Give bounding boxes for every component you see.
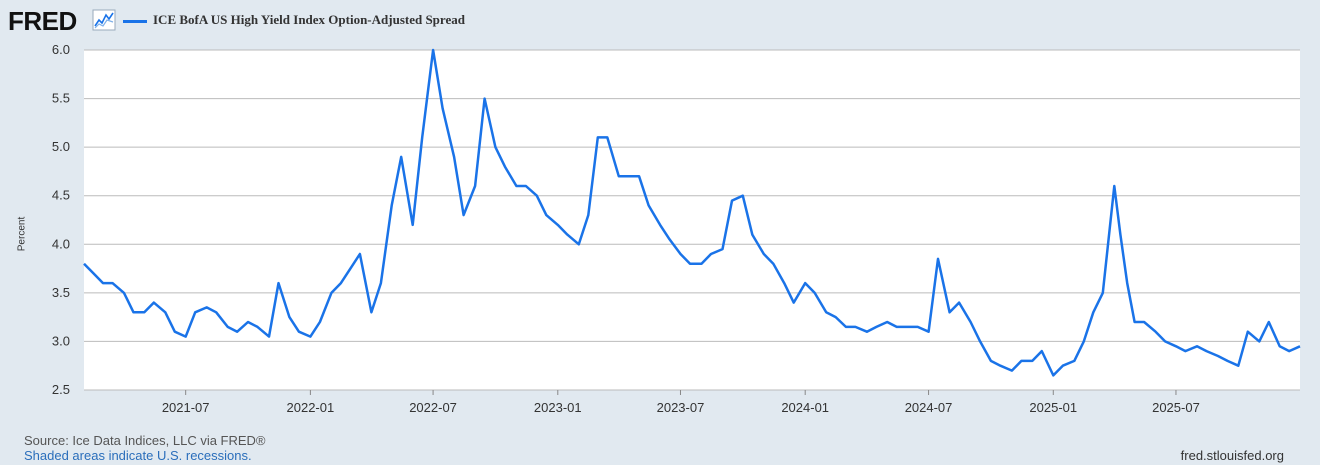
y-tick-label: 2.5	[52, 382, 70, 397]
y-axis: 2.5 3.0 3.5 4.0 4.5 5.0 5.5 6.0	[52, 42, 70, 397]
chart-canvas: 2.53.03.54.04.55.05.56.0 2021-07 2022-01 2…	[52, 42, 1301, 415]
fred-logo[interactable]: FRED	[8, 6, 77, 36]
x-tick-label: 2025-07	[1152, 400, 1200, 415]
recession-note[interactable]: Shaded areas indicate U.S. recessions.	[24, 448, 252, 463]
y-tick-label: 3.0	[52, 333, 70, 348]
y-tick-label: 5.5	[52, 91, 70, 106]
y-tick-label: 3.5	[52, 285, 70, 300]
y-tick-label: 4.0	[52, 236, 70, 251]
y-tick-label: 4.5	[52, 188, 70, 203]
y-tick-label: 6.0	[52, 42, 70, 57]
grid-lines	[84, 49, 1300, 391]
series-layer	[83, 48, 1301, 377]
x-axis: 2021-07 2022-01 2022-07 2023-01 2023-07 2024-…	[162, 390, 1200, 415]
source-note: Source: Ice Data Indices, LLC via FRED®	[24, 433, 266, 448]
fred-url[interactable]: fred.stlouisfed.org	[1180, 448, 1284, 463]
y-axis-label-wrap: Percent	[16, 217, 27, 252]
chart-header: FRED ICE BofA US High Yield Index Option…	[0, 0, 1320, 40]
x-tick-label: 2023-07	[657, 400, 705, 415]
line-graph-icon	[92, 9, 116, 31]
x-tick-label: 2024-07	[905, 400, 953, 415]
legend-label: ICE BofA US High Yield Index Option-Adju…	[153, 12, 465, 27]
plot-area	[84, 50, 1300, 390]
y-axis-label: Percent	[16, 217, 27, 252]
x-tick-label: 2024-01	[781, 400, 829, 415]
x-tick-label: 2022-07	[409, 400, 457, 415]
y-tick-label: 5.0	[52, 139, 70, 154]
x-tick-label: 2025-01	[1029, 400, 1077, 415]
legend-swatch	[123, 20, 147, 23]
x-tick-label: 2021-07	[162, 400, 210, 415]
series-line-0	[83, 48, 1301, 377]
x-tick-label: 2022-01	[287, 400, 335, 415]
x-tick-label: 2023-01	[534, 400, 582, 415]
